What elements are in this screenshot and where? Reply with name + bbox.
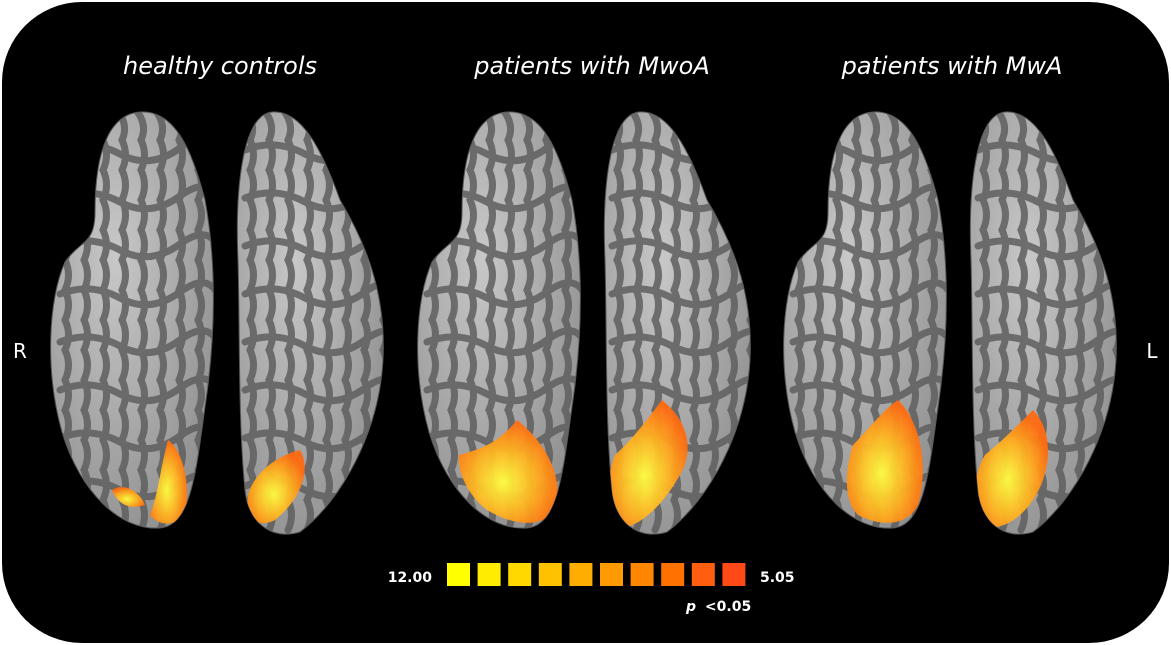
sulcus — [298, 111, 314, 534]
sulcus — [241, 111, 257, 534]
sulcus — [974, 327, 1117, 357]
sulcus — [260, 111, 276, 534]
colorbar-swatch — [508, 563, 532, 586]
colorbar-max-label: 12.00 — [388, 570, 433, 586]
hemisphere — [417, 111, 581, 529]
sulcus — [151, 111, 167, 529]
sulcus — [789, 327, 947, 357]
sulcus — [241, 423, 384, 453]
activation — [458, 420, 558, 523]
brain-panel — [417, 111, 751, 535]
panel-title: patients with MwA — [841, 52, 1063, 80]
colorbar-swatch — [447, 563, 470, 586]
sulcus — [241, 183, 384, 213]
activation — [608, 400, 688, 528]
sulcus — [423, 279, 581, 309]
sulcus — [789, 231, 947, 261]
sulcus — [56, 279, 214, 309]
sulcus — [56, 231, 214, 261]
sulcus — [56, 375, 214, 405]
sulcus — [241, 327, 384, 357]
p-symbol: p — [685, 599, 696, 615]
sulcus — [94, 111, 110, 529]
sulcus — [684, 111, 700, 534]
activation — [974, 410, 1048, 528]
sulcus — [1050, 111, 1066, 534]
sulcus — [113, 111, 129, 529]
side-label: L — [1146, 339, 1158, 363]
sulcus — [974, 183, 1117, 213]
brain-renderings — [50, 111, 1117, 535]
colorbar — [447, 563, 746, 586]
significance-label: p <0.05 — [685, 599, 751, 615]
side-label: R — [13, 339, 27, 363]
sulcus — [974, 423, 1117, 453]
panel-title: patients with MwoA — [473, 52, 710, 80]
sulcus — [317, 111, 333, 534]
hemisphere — [50, 111, 214, 529]
activation — [150, 440, 188, 524]
sulcus — [789, 279, 947, 309]
colorbar-swatch — [661, 563, 685, 586]
colorbar-swatch — [569, 563, 593, 586]
colorbar-swatch — [477, 563, 501, 586]
activation — [247, 450, 305, 524]
sulcus — [132, 111, 148, 529]
colorbar-swatch — [691, 563, 715, 586]
sulcus — [423, 327, 581, 357]
activation — [112, 487, 145, 507]
sulcus — [974, 231, 1117, 261]
colorbar-swatch — [538, 563, 562, 586]
sulcus — [974, 279, 1117, 309]
sulcus — [974, 375, 1117, 405]
sulcus — [608, 279, 751, 309]
sulcus — [423, 231, 581, 261]
colorbar-min-label: 5.05 — [760, 570, 795, 586]
panel-title: healthy controls — [123, 52, 317, 80]
colorbar-swatch — [630, 563, 654, 586]
colorbar-swatch — [722, 563, 746, 586]
sulcus — [56, 327, 214, 357]
sulcus — [241, 279, 384, 309]
sulcus — [789, 375, 947, 405]
sulcus — [241, 231, 384, 261]
sulcus — [827, 111, 843, 529]
sulcus — [608, 231, 751, 261]
p-threshold: <0.05 — [705, 599, 751, 615]
sulcus — [423, 375, 581, 405]
sulcus — [608, 183, 751, 213]
sulcus — [608, 375, 751, 405]
sulcus — [608, 327, 751, 357]
colorbar-swatch — [600, 563, 623, 586]
sulcus — [241, 375, 384, 405]
activation — [846, 400, 923, 523]
